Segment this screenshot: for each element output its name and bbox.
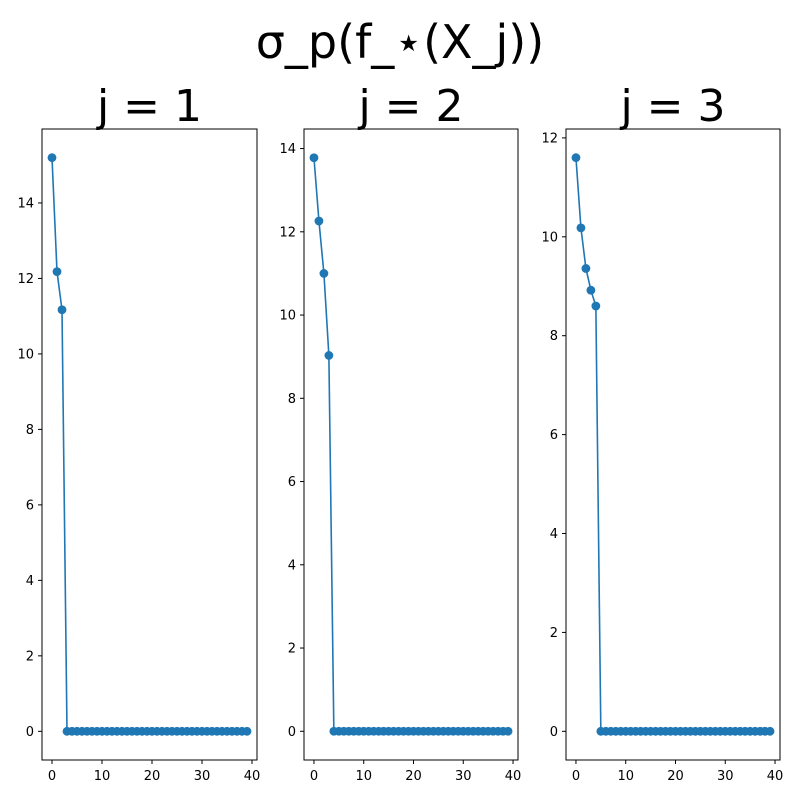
data-point: [47, 153, 57, 163]
x-tick-label: 30: [455, 769, 472, 784]
subplot-2: j = 2 0 10 20 30 40 0 2 4 6 8 10 12 14: [279, 81, 521, 784]
y-tick-label: 6: [288, 475, 296, 490]
y-tick-label: 0: [550, 725, 558, 740]
y-tick-label: 2: [26, 649, 34, 664]
y-tick-label: 6: [26, 498, 34, 513]
subplot-1: j = 1 0 10 20 30 40 0 2 4 6 8 10 12 14: [17, 81, 260, 784]
data-point: [571, 153, 581, 163]
x-tick-label: 0: [48, 769, 56, 784]
subplot-title: j = 2: [357, 81, 463, 132]
axes-frame: [41, 128, 258, 761]
y-tick-label: 8: [550, 329, 558, 344]
y-tick-label: 2: [288, 642, 296, 657]
subplot-title: j = 1: [96, 81, 202, 132]
data-point: [591, 301, 601, 311]
subplot-3: j = 3 0 10 20 30 40 0 2 4 6 8 10 12: [541, 81, 783, 784]
data-point: [586, 285, 596, 295]
y-tick-label: 0: [26, 725, 34, 740]
x-tick-label: 10: [94, 769, 111, 784]
data-point: [242, 726, 252, 736]
y-tick-label: 14: [279, 142, 296, 157]
y-tick-label: 12: [17, 272, 34, 287]
x-tick-label: 40: [244, 769, 261, 784]
data-point: [765, 726, 775, 736]
y-tick-label: 4: [26, 574, 34, 589]
data-point: [576, 223, 586, 233]
y-tick-label: 4: [288, 558, 296, 573]
y-tick-label: 14: [17, 196, 34, 211]
y-tick-label: 12: [541, 131, 558, 146]
data-point: [324, 351, 334, 360]
axes-frame: [565, 128, 781, 761]
x-tick-label: 10: [355, 769, 372, 784]
y-tick-label: 0: [288, 725, 296, 740]
y-tick-label: 8: [26, 423, 34, 438]
data-point: [57, 305, 67, 315]
y-tick-label: 12: [279, 225, 296, 240]
x-tick-label: 40: [505, 769, 522, 784]
figure-title: σ_p(f_⋆(X_j)): [256, 15, 544, 69]
data-point: [581, 264, 591, 273]
y-tick-label: 10: [279, 309, 296, 324]
x-tick-label: 20: [667, 769, 684, 784]
y-tick-label: 10: [17, 347, 34, 362]
y-tick-label: 4: [550, 527, 558, 542]
data-point: [503, 726, 513, 736]
x-tick-label: 30: [194, 769, 211, 784]
y-tick-label: 10: [541, 230, 558, 245]
y-tick-label: 8: [288, 392, 296, 407]
x-tick-label: 30: [717, 769, 734, 784]
x-tick-label: 0: [572, 769, 580, 784]
data-point: [52, 267, 62, 277]
x-tick-label: 0: [310, 769, 318, 784]
data-point: [319, 269, 329, 278]
subplot-title: j = 3: [619, 81, 725, 132]
data-point: [309, 153, 319, 163]
x-tick-label: 20: [144, 769, 161, 784]
x-tick-label: 10: [617, 769, 634, 784]
x-tick-label: 40: [767, 769, 784, 784]
y-tick-label: 6: [550, 428, 558, 443]
axes-frame: [303, 128, 519, 761]
x-tick-label: 20: [405, 769, 422, 784]
data-point: [314, 216, 324, 226]
y-tick-label: 2: [550, 626, 558, 641]
